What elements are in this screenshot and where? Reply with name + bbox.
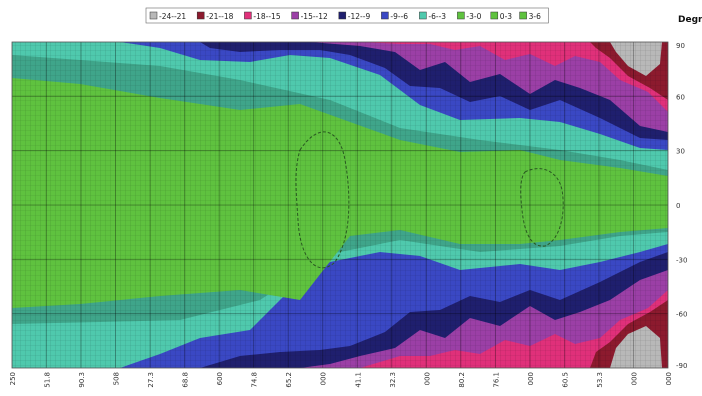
legend-swatch (149, 11, 158, 20)
x-tick-label: 000 (320, 372, 328, 385)
x-tick-label: 000 (630, 372, 638, 385)
x-tick-label: 32.3 (389, 372, 397, 388)
x-tick-label: 76.1 (492, 372, 500, 388)
y-unit-label: Degree (678, 15, 702, 25)
legend-swatch (338, 11, 347, 20)
y-tick-label: 30 (676, 148, 685, 156)
legend-label: -6--3 (428, 12, 446, 21)
y-tick-label: -30 (676, 256, 687, 264)
legend-label: 3-6 (529, 12, 541, 21)
y-tick-label: 60 (676, 93, 685, 101)
y-tick-label: 0 (676, 202, 680, 210)
x-tick-label: 600 (216, 372, 224, 385)
legend-swatch (457, 11, 465, 20)
legend-label: -21--18 (206, 12, 233, 21)
x-tick-label: 27.3 (147, 372, 155, 388)
legend-label: -18--15 (253, 12, 280, 21)
legend-label: -24--21 (159, 12, 186, 21)
chart-legend: -24--21 -21--18 -18--15 -15--12 -12--9 -9--6 -… (145, 7, 549, 24)
x-tick-label: 41.1 (354, 372, 362, 388)
legend-label: -9--6 (390, 12, 408, 21)
x-tick-label: 74.8 (251, 372, 259, 388)
y-axis: 90 60 30 0 -30 -60 -90 (676, 42, 687, 370)
x-tick-label: 80.2 (458, 372, 466, 388)
legend-label: -12--9 (348, 12, 371, 21)
legend-label: -3-0 (466, 12, 481, 21)
x-tick-label: 000 (527, 372, 535, 385)
legend-swatch (244, 11, 252, 20)
legend-swatch (519, 11, 527, 20)
legend-swatch (381, 11, 389, 20)
x-tick-label: 250 (9, 372, 17, 385)
y-tick-label: -60 (676, 311, 687, 319)
legend-swatch (490, 11, 499, 20)
x-tick-label: 000 (665, 372, 673, 385)
x-tick-label: 53.3 (596, 372, 604, 388)
plot-area (12, 42, 668, 368)
x-tick-label: 51.8 (44, 372, 52, 388)
legend-swatch (196, 11, 205, 20)
legend-swatch (291, 11, 299, 20)
legend-label: -15--12 (301, 12, 328, 21)
x-axis: 250 51.8 90.3 508 27.3 68.8 600 74.8 65.2 000 41.1… (9, 372, 673, 388)
y-tick-label: -90 (676, 362, 687, 370)
legend-label: 0-3 (500, 12, 512, 21)
y-tick-label: 90 (676, 42, 685, 50)
plot-border (11, 41, 669, 369)
x-tick-label: 508 (113, 372, 121, 385)
x-tick-label: 90.3 (78, 372, 86, 388)
x-tick-label: 68.8 (182, 372, 190, 388)
x-tick-label: 000 (423, 372, 431, 385)
legend-swatch (419, 11, 427, 20)
legend-frame (145, 7, 549, 24)
x-tick-label: 65.2 (285, 372, 293, 388)
x-tick-label: 60.5 (561, 372, 569, 388)
